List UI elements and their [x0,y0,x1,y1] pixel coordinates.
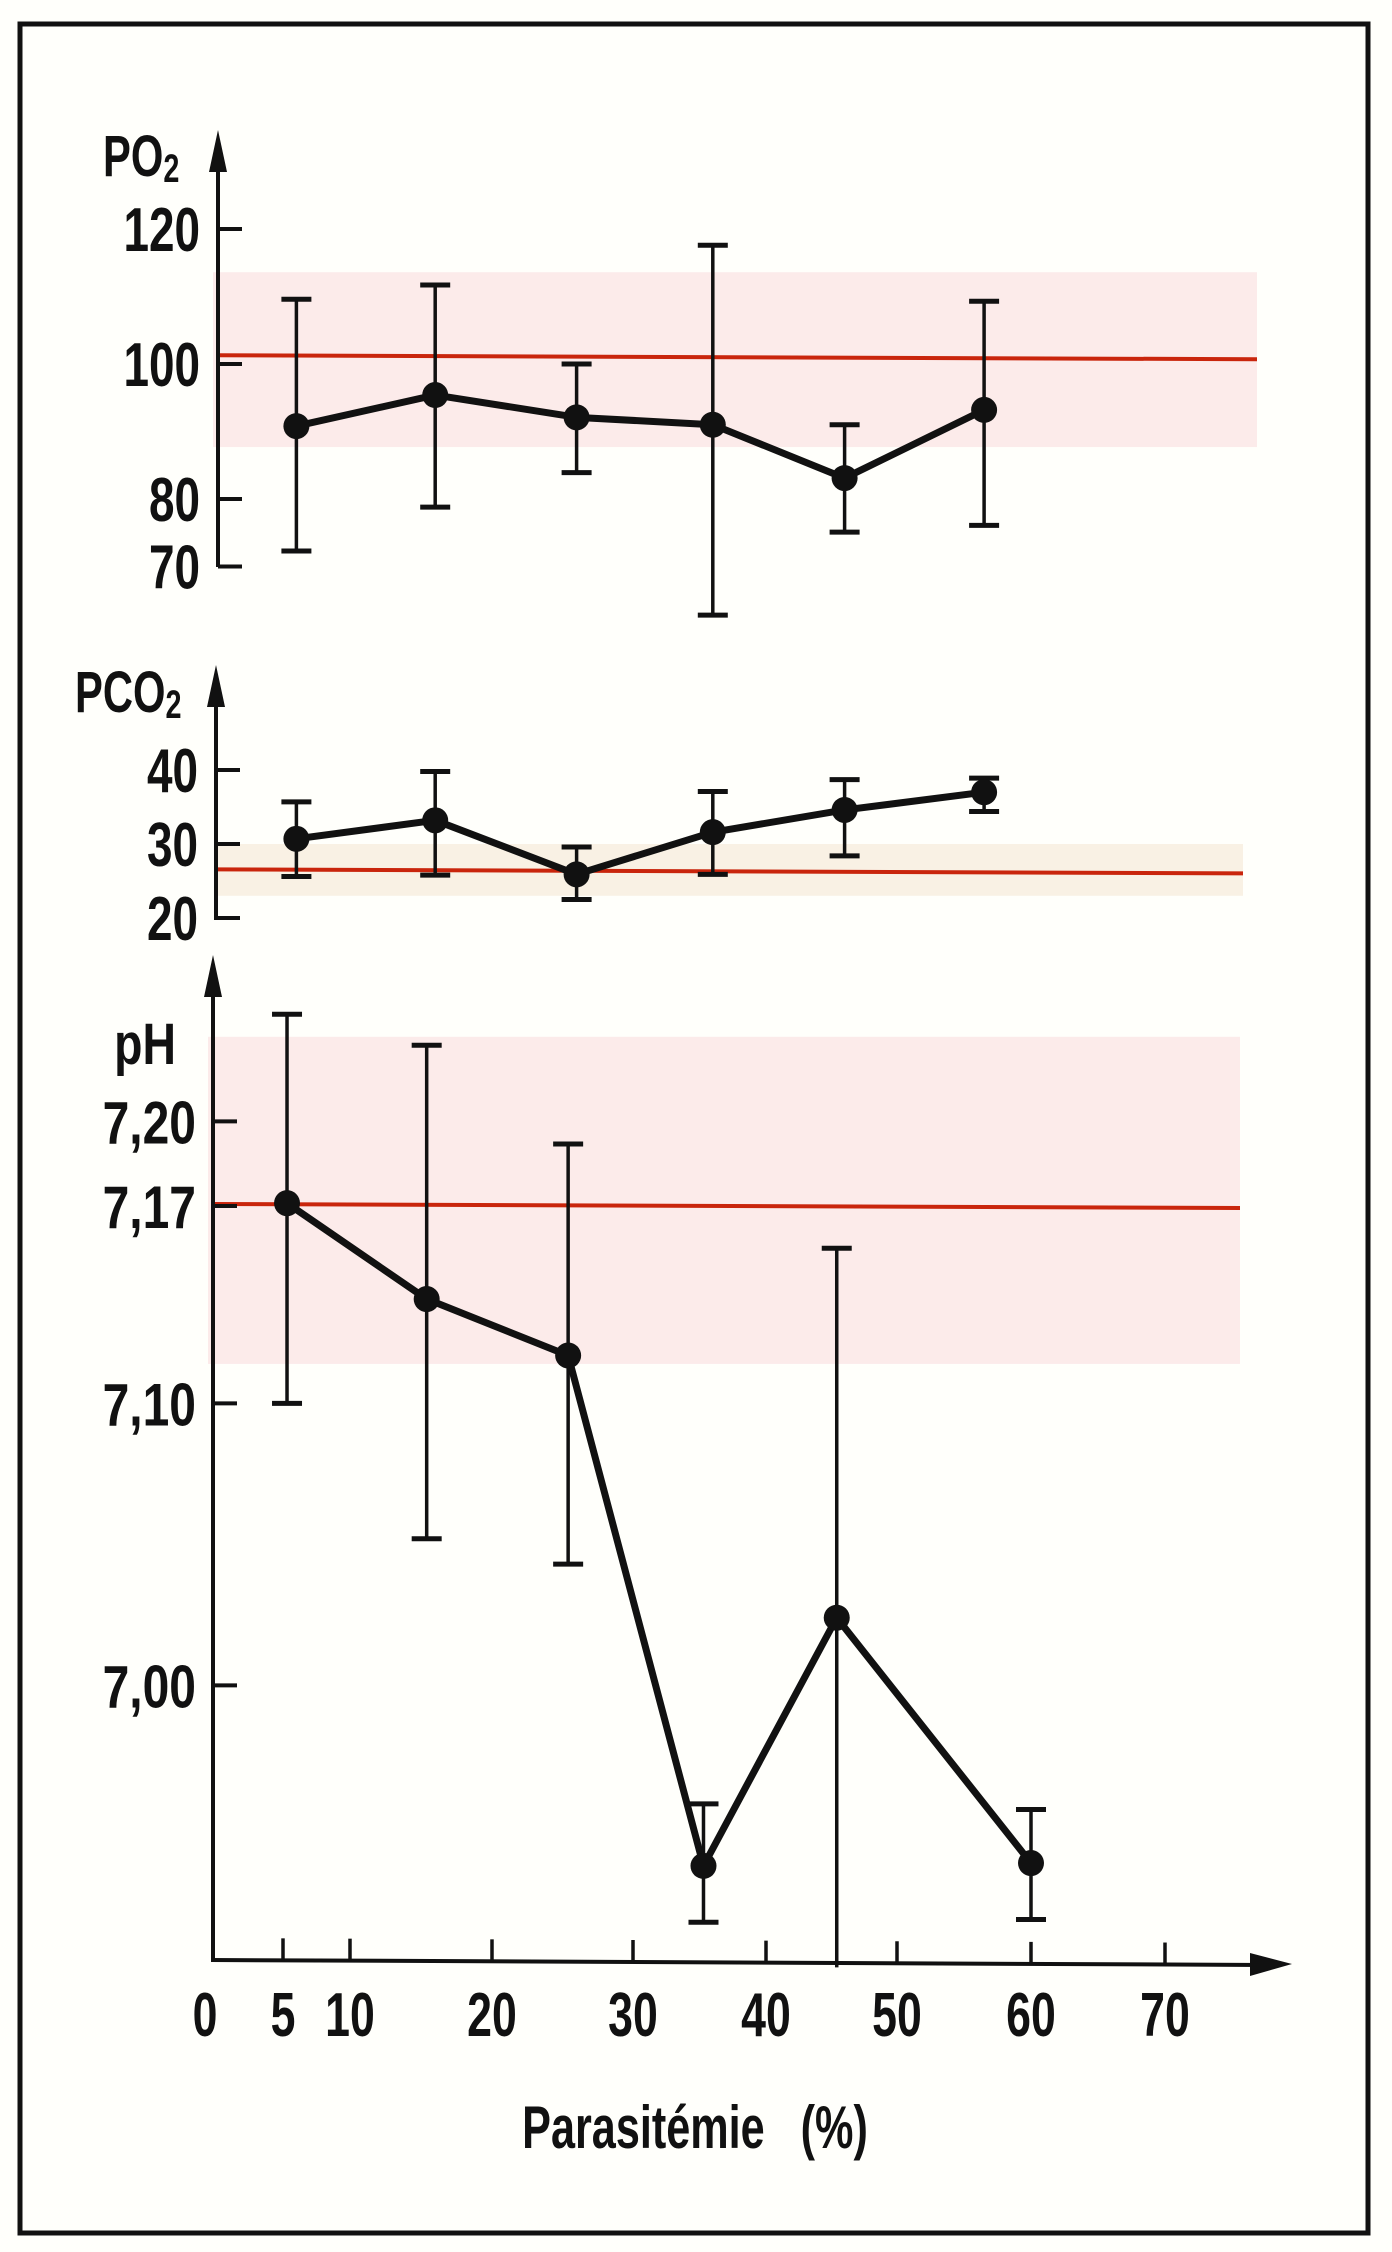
ph-data-point [1018,1850,1044,1877]
x-tick-label: 50 [872,1981,922,2050]
pco2-axis-title-subscript: 2 [165,682,181,727]
x-tick-label: 0 [193,1981,218,2050]
po2-y-axis-arrow [209,130,227,172]
pco2-series-line [295,788,985,878]
labels: PO2 PCO2 pH Parasitémie (%) 120100807040… [75,123,1190,2162]
po2-data-point [831,465,858,492]
po2-reference-line [217,353,1258,362]
po2-axis-title-subscript: 2 [163,146,179,191]
po2-data-point [563,404,590,431]
po2-data-point [283,413,310,440]
pco2-reference-line [215,867,1244,876]
x-tick-label: 5 [271,1981,296,2050]
x-tick-label: 20 [467,1981,517,2050]
po2-y-tick-label: 70 [149,533,200,602]
pco2-data-point [699,819,726,846]
x-tick-label: 70 [1140,1981,1190,2050]
pco2-axis-title: PCO2 [75,659,181,727]
pco2-data-point [971,779,998,806]
x-tick-label: 30 [608,1981,658,2050]
reference-lines [212,353,1258,1210]
po2-data-point [422,382,449,409]
po2-series-line [295,391,986,482]
po2-y-tick-label: 100 [123,330,200,399]
x-tick-label: 60 [1006,1981,1056,2050]
po2-data-point [971,396,998,423]
po2-y-tick-label: 80 [149,465,200,534]
ph-data-point [823,1604,850,1631]
pco2-y-tick-label: 30 [147,810,198,879]
axes [204,130,1292,1976]
ph-axis-title: pH [114,1012,176,1077]
ph-y-tick-label: 7,00 [103,1653,196,1720]
po2-y-tick-label: 120 [123,195,200,264]
ph-normal-band [208,1036,1240,1364]
po2-data-point [699,411,726,438]
ph-data-point [690,1852,717,1879]
ph-y-axis-arrow [204,955,222,997]
figure-frame [17,21,1371,2236]
ph-y-tick-label: 7,10 [103,1371,196,1438]
ph-y-tick-label: 7,17 [103,1174,196,1241]
ph-y-tick-label: 7,20 [103,1089,196,1156]
ph-series-line [285,1200,1034,1870]
pco2-y-tick-label: 20 [147,884,198,953]
pco2-data-point [283,825,310,852]
x-tick-label: 40 [741,1981,791,2050]
pco2-data-point [422,807,449,834]
ph-data-point [274,1190,301,1217]
ph-reference-line [212,1202,1241,1210]
pco2-y-tick-label: 40 [147,736,198,805]
pco2-y-axis-arrow [207,665,225,707]
pco2-data-point [563,861,590,888]
x-axis-arrow [1250,1953,1292,1976]
normal-bands [208,272,1257,1364]
x-tick-label: 10 [325,1981,375,2050]
x-axis-title: Parasitémie (%) [522,2095,868,2162]
po2-axis-title: PO2 [103,123,179,191]
x-axis [210,1958,1266,1967]
ph-data-point [413,1286,440,1313]
data-series [272,242,1046,1968]
ph-data-point [555,1342,582,1369]
pco2-data-point [831,796,858,823]
